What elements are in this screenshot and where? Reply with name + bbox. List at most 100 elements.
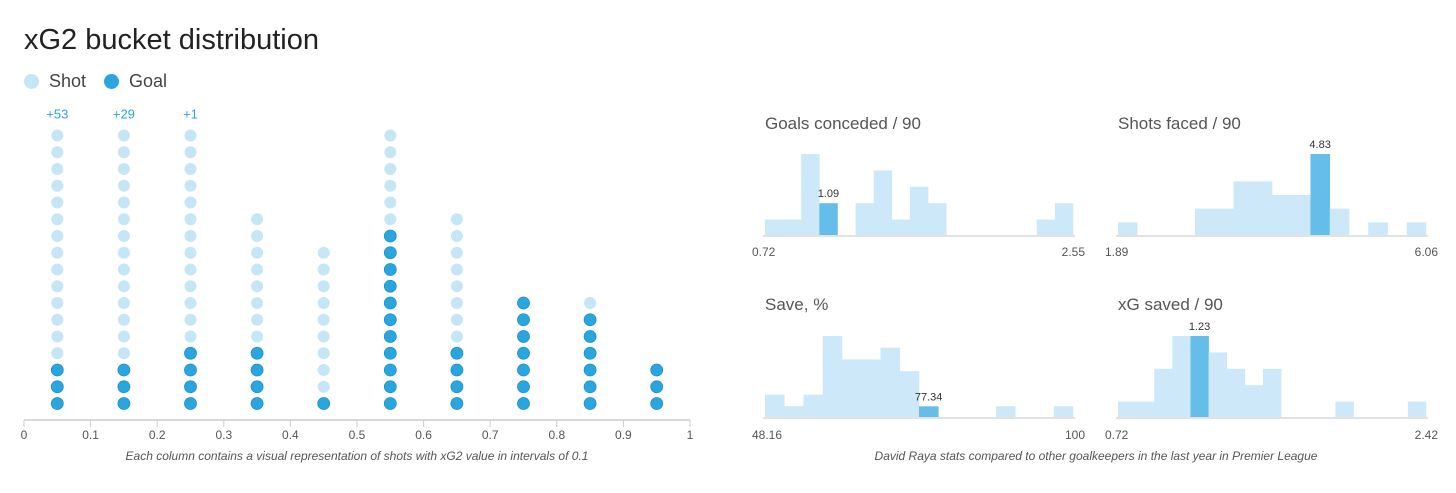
goal-dot [583,363,597,377]
shot-dot [384,213,397,226]
goal-dot [383,380,397,394]
goal-dot [50,397,64,410]
legend-label-goal: Goal [129,71,168,91]
goal-dot [383,229,397,243]
legend-swatch-goal [104,74,120,89]
shot-dot [117,196,130,209]
x-tick-label: 0.3 [215,428,232,442]
shot-dot [450,313,463,326]
goal-dot [383,346,397,360]
shot-dot [51,213,64,226]
shot-dot [184,246,197,259]
histogram-title: Save, % [765,295,828,314]
histogram-max-label: 6.06 [1415,245,1439,259]
histogram-bar [1262,368,1282,418]
shot-dot [184,196,197,209]
shot-dot [450,230,463,242]
shot-dot [251,280,264,293]
histogram-bar [842,359,862,418]
chart-title: xG2 bucket distribution [24,24,319,56]
goal-dot [517,296,530,310]
shot-dot [251,297,264,309]
shot-dot [184,146,197,159]
shot-dot [450,330,463,343]
goal-dot [250,397,264,410]
x-tick-label: 0.9 [615,428,632,442]
histogram-max-label: 2.55 [1062,245,1086,259]
goal-dot [184,363,197,377]
x-tick-label: 0.1 [82,428,99,442]
goal-dot [450,363,464,377]
histogram-bar [1329,208,1350,236]
shot-dot [317,280,330,293]
histogram-bar [783,219,802,236]
highlight-value-label: 4.83 [1309,139,1330,151]
shot-dot [51,263,64,276]
goal-dot [383,330,397,343]
shot-dot [384,129,397,142]
goal-dot [184,397,197,410]
goal-dot [517,330,530,343]
histogram-bar [1208,352,1228,418]
goal-dot [383,246,397,260]
shot-dot [51,313,64,326]
shot-dot [51,179,64,192]
shot-dot [384,146,397,159]
goal-dot [250,363,264,377]
histogram-bar [1226,368,1246,418]
histogram-bar [822,336,843,418]
shot-dot [450,246,463,259]
goal-dot [583,313,597,327]
shot-dot [450,297,463,309]
histogram-bar-highlight [1310,154,1331,236]
histogram-bar [873,170,893,236]
goal-dot [383,363,397,377]
histogram-max-label: 100 [1065,428,1085,442]
histogram-bar [1195,208,1215,236]
x-tick-label: 0.6 [415,428,432,442]
goal-dot [383,279,397,293]
legend-item-goal: Goal [104,71,167,92]
histogram-bar [1291,195,1311,236]
histogram-min-label: 0.72 [752,245,776,259]
shot-dot [51,280,64,293]
shot-dot [251,230,264,242]
histogram-min-label: 0.72 [1105,428,1129,442]
goal-dot [383,263,397,276]
x-tick-label: 1 [687,428,694,442]
x-tick-label: 0.8 [548,428,565,442]
histogram-bar [1118,401,1137,418]
shot-dot [317,380,330,393]
histogram-bar [909,186,929,236]
histogram-bar [899,371,920,418]
histogram-bar [1214,208,1234,236]
histogram-bar [801,154,820,236]
histogram-bar [784,406,804,418]
histogram-bar [1406,222,1427,236]
overflow-count-label: +53 [46,107,68,122]
histogram-bar [1233,181,1254,236]
goal-dot [583,397,597,410]
histogram-title: Shots faced / 90 [1118,114,1241,133]
histogram-bar [765,394,785,418]
histogram-bar [803,394,824,418]
shot-dot [117,213,130,226]
histogram-bar [1407,401,1427,418]
left-caption: Each column contains a visual representa… [125,449,589,463]
shot-dot [184,280,197,293]
histogram-bar [1368,222,1388,236]
goal-dot [583,330,597,343]
goal-dot [517,380,530,394]
histogram-bar [1053,406,1074,418]
histogram-bar-highlight [919,406,939,418]
histogram-bar [1272,195,1292,236]
histogram-bar [1054,203,1074,236]
histogram-bar [1036,219,1056,236]
shot-dot [384,179,397,192]
shot-dot [51,230,64,242]
goal-dot [50,363,64,377]
shot-dot [184,213,197,226]
goal-dot [317,397,331,410]
goal-dot [450,346,464,360]
histogram-bar [891,219,911,236]
